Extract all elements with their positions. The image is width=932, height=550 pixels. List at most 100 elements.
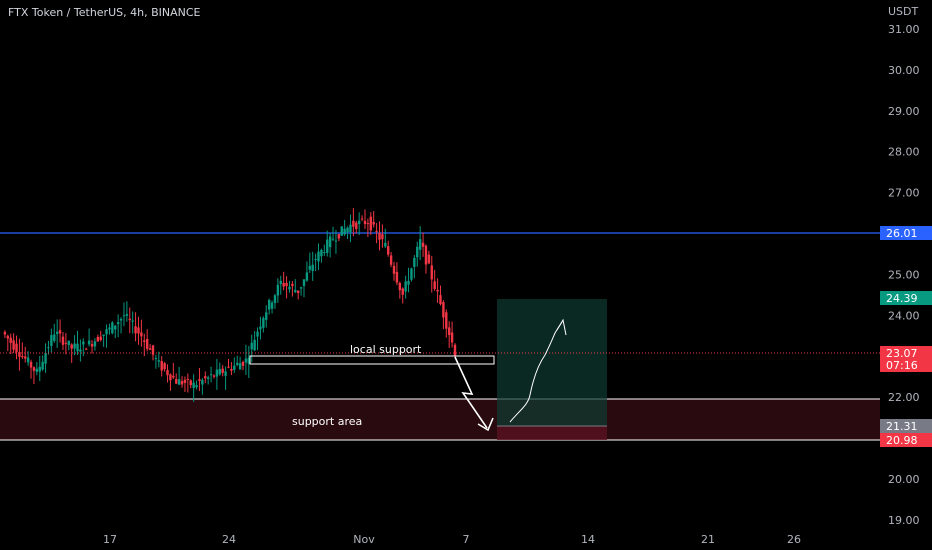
candle-body: [204, 376, 207, 379]
candle-body: [355, 222, 358, 229]
candle-body: [47, 347, 50, 349]
candle-body: [320, 249, 323, 257]
candle-body: [102, 334, 105, 337]
candle-body: [9, 337, 12, 343]
candle-body: [201, 379, 204, 385]
candle-body: [410, 268, 413, 280]
candle-body: [349, 224, 352, 233]
candle-body: [296, 290, 300, 294]
arrow-down-drawing[interactable]: [454, 356, 488, 429]
candle-body: [116, 322, 120, 325]
candles: [3, 208, 457, 402]
candle-body: [413, 257, 416, 267]
local-support-box[interactable]: [249, 355, 495, 365]
candle-body: [61, 336, 65, 345]
candle-body: [114, 325, 117, 330]
candle-body: [90, 344, 94, 347]
candle-body: [439, 295, 442, 305]
candle-body: [331, 238, 335, 240]
candle-body: [392, 265, 396, 274]
position-target-zone[interactable]: [497, 299, 607, 426]
candle-body: [157, 360, 161, 362]
candle-body: [79, 349, 82, 352]
candle-body: [44, 353, 47, 364]
candle-body: [276, 284, 280, 296]
x-tick-label: 14: [581, 533, 595, 546]
candle-body: [233, 365, 236, 370]
candle-body: [302, 279, 306, 286]
candle-body: [209, 374, 213, 376]
candle-body: [224, 371, 227, 376]
candle-body: [18, 352, 21, 357]
y-tick-label: 29.00: [888, 105, 920, 118]
candle-body: [267, 299, 271, 310]
candle-body: [64, 342, 68, 344]
support-area-zone: [0, 399, 880, 440]
candle-body: [218, 368, 221, 375]
candle-body: [357, 220, 361, 224]
candle-body: [398, 282, 402, 291]
candle-body: [404, 281, 407, 292]
candle-body: [238, 363, 242, 370]
candle-body: [41, 361, 44, 370]
y-tick-label: 25.00: [888, 268, 920, 281]
candle-body: [308, 265, 312, 270]
candle-body: [450, 332, 454, 343]
candle-body: [26, 357, 30, 363]
candle-body: [418, 239, 422, 250]
price-tag-bg: [880, 433, 932, 447]
time-axis[interactable]: 17 24 Nov 7 14 21 26: [103, 533, 801, 546]
candle-body: [21, 356, 24, 358]
candle-body: [82, 341, 85, 345]
candle-body: [189, 380, 192, 386]
candle-body: [206, 377, 210, 379]
candle-body: [85, 348, 88, 350]
candle-body: [299, 287, 303, 289]
candle-body: [375, 231, 378, 233]
candle-body: [186, 378, 190, 380]
candle-body: [143, 340, 146, 342]
candle-body: [343, 228, 346, 235]
candle-body: [151, 345, 155, 355]
candle-body: [294, 289, 297, 293]
candle-body: [35, 368, 39, 372]
y-tick-label: 22.00: [888, 391, 920, 404]
candle-body: [29, 361, 33, 368]
candle-body: [262, 317, 265, 328]
price-tag-bg: [880, 419, 932, 433]
candle-body: [436, 289, 439, 292]
position-stop-zone[interactable]: [497, 426, 607, 440]
candle-body: [323, 252, 326, 254]
candle-body: [32, 367, 36, 371]
price-tag-label: 26.01: [886, 227, 918, 240]
chart-title: FTX Token / TetherUS, 4h, BINANCE: [8, 6, 201, 19]
candle-body: [38, 366, 41, 372]
candle-body: [314, 258, 317, 260]
candle-body: [317, 251, 320, 262]
candle-body: [175, 379, 178, 384]
candle-body: [227, 366, 230, 368]
candle-body: [424, 245, 428, 265]
candle-body: [340, 226, 343, 236]
candle-body: [363, 220, 367, 225]
candle-body: [180, 381, 184, 385]
candle-body: [288, 286, 291, 290]
candle-body: [87, 340, 91, 345]
candle-body: [337, 234, 341, 239]
candle-body: [125, 313, 129, 316]
candle-body: [192, 382, 195, 388]
candle-body: [93, 341, 97, 347]
candle-body: [346, 227, 349, 232]
y-tick-label: 31.00: [888, 23, 920, 36]
candle-body: [160, 361, 163, 371]
candle-body: [140, 332, 143, 337]
candle-body: [212, 375, 216, 377]
candle-body: [285, 282, 288, 287]
candle-body: [381, 234, 384, 240]
price-tag-label: 21.31: [886, 420, 918, 433]
candle-body: [372, 222, 375, 225]
arrow-down-head: [477, 417, 494, 432]
candle-body: [154, 358, 158, 360]
